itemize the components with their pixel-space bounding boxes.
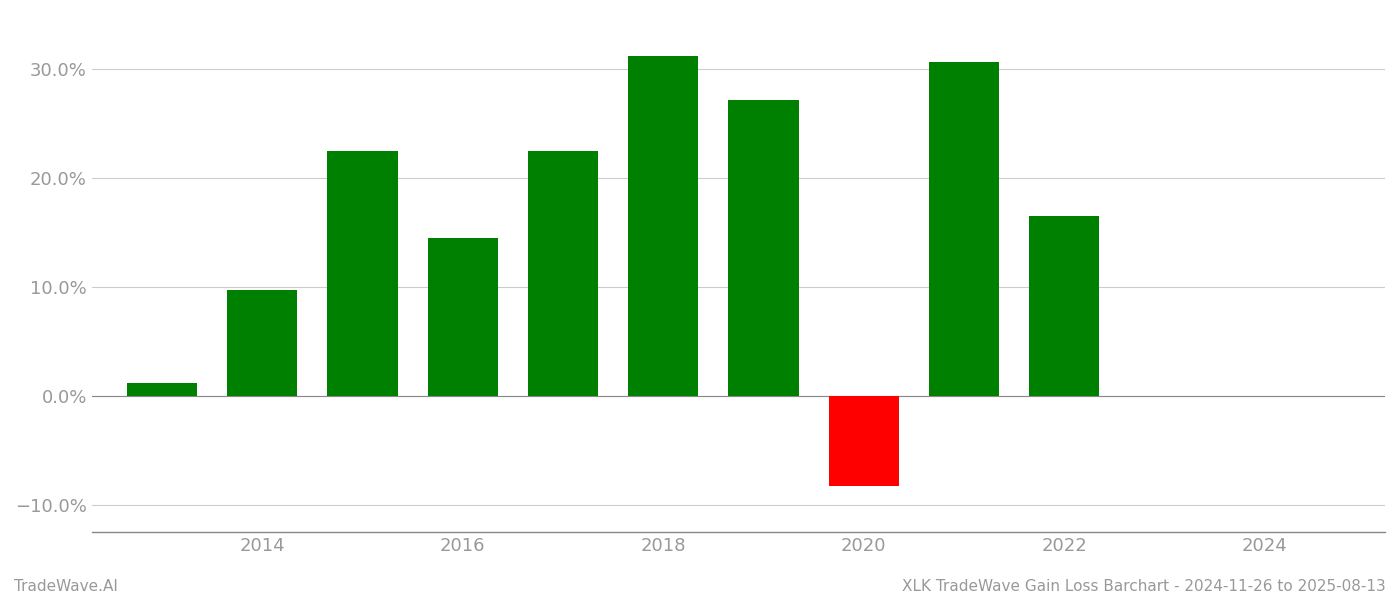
Bar: [427, 238, 498, 396]
Bar: [829, 396, 899, 487]
Bar: [928, 62, 1000, 396]
Bar: [127, 383, 197, 396]
Bar: [1029, 217, 1099, 396]
Bar: [728, 100, 798, 396]
Bar: [328, 151, 398, 396]
Bar: [629, 56, 699, 396]
Text: XLK TradeWave Gain Loss Barchart - 2024-11-26 to 2025-08-13: XLK TradeWave Gain Loss Barchart - 2024-…: [902, 579, 1386, 594]
Bar: [227, 290, 297, 396]
Bar: [528, 151, 598, 396]
Text: TradeWave.AI: TradeWave.AI: [14, 579, 118, 594]
